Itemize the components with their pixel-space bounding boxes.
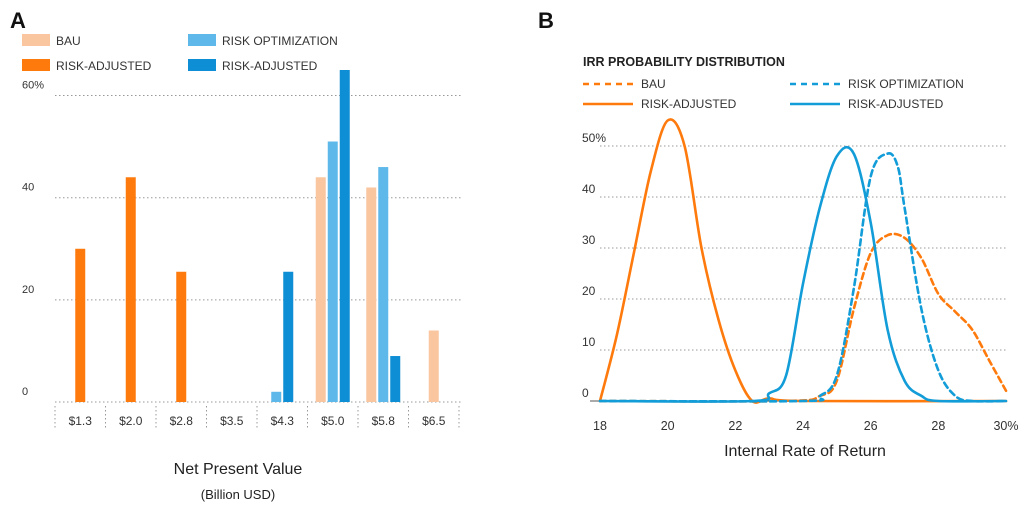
bar: [176, 271, 187, 402]
y-tick-label: 20: [582, 284, 596, 298]
irr-line-chart: IRR PROBABILITY DISTRIBUTION BAU RISK-ADJU…: [582, 55, 1019, 460]
y-tick-label: 40: [22, 182, 34, 194]
legend-label: RISK-ADJUSTED: [848, 97, 944, 111]
y-tick-label: 0: [582, 386, 589, 400]
x-tick-label: 20: [661, 419, 675, 433]
x-tick-label: $1.3: [69, 414, 93, 428]
legend-label: RISK-ADJUSTED: [56, 59, 152, 73]
legend-swatch: [188, 34, 216, 46]
npv-bar-chart: 0 20 40 60% $1.3 $2.0 $2.8 $3.5 $4.3 $5.0 $5.8 $6.5…: [22, 34, 462, 502]
x-axis-title: Internal Rate of Return: [724, 443, 886, 460]
legend-swatch: [188, 59, 216, 71]
y-tick-label: 60%: [22, 80, 44, 92]
series-line: [598, 232, 1008, 403]
x-tick-label: $6.5: [422, 414, 446, 428]
bar: [271, 391, 282, 402]
bar: [378, 167, 389, 402]
x-tick-label: $5.0: [321, 414, 345, 428]
bar: [125, 177, 136, 402]
x-tick-label: 30%: [993, 419, 1018, 433]
bar: [366, 187, 377, 402]
chart-title: IRR PROBABILITY DISTRIBUTION: [583, 55, 785, 69]
bar: [339, 70, 350, 402]
y-tick-label: 10: [582, 335, 596, 349]
panel-a-label: A: [10, 8, 26, 33]
x-tick-label: $2.0: [119, 414, 143, 428]
legend-label: BAU: [56, 34, 81, 48]
x-tick-label: $5.8: [372, 414, 396, 428]
legend-label: RISK-ADJUSTED: [222, 59, 318, 73]
legend-label: RISK OPTIMIZATION: [222, 34, 338, 48]
y-tick-label: 0: [22, 386, 28, 398]
x-tick-label: 18: [593, 419, 607, 433]
x-tick-label: 24: [796, 419, 810, 433]
series-line: [598, 152, 1008, 403]
x-tick-label: $2.8: [170, 414, 194, 428]
bar: [75, 248, 86, 402]
y-tick-label: 30: [582, 233, 596, 247]
series-line: [598, 145, 1008, 403]
panel-b-label: B: [538, 8, 554, 33]
y-tick-label: 20: [22, 284, 34, 296]
legend-swatch: [22, 34, 50, 46]
bar: [390, 356, 401, 402]
legend-label: BAU: [641, 77, 666, 91]
x-axis-title: Net Present Value: [174, 461, 303, 478]
legend-swatch: [22, 59, 50, 71]
x-tick-label: 26: [864, 419, 878, 433]
x-axis-subtitle: (Billion USD): [201, 487, 275, 502]
x-tick-label: 28: [931, 419, 945, 433]
series-line: [598, 118, 1008, 404]
x-tick-label: $3.5: [220, 414, 244, 428]
x-tick-label: 22: [728, 419, 742, 433]
bar: [315, 177, 326, 402]
legend-label: RISK-ADJUSTED: [641, 97, 737, 111]
y-tick-label: 50%: [582, 131, 606, 145]
x-tick-label: $4.3: [271, 414, 295, 428]
bar: [428, 330, 439, 402]
y-tick-label: 40: [582, 182, 596, 196]
bar: [283, 271, 294, 402]
bar: [327, 141, 338, 402]
legend-label: RISK OPTIMIZATION: [848, 77, 964, 91]
